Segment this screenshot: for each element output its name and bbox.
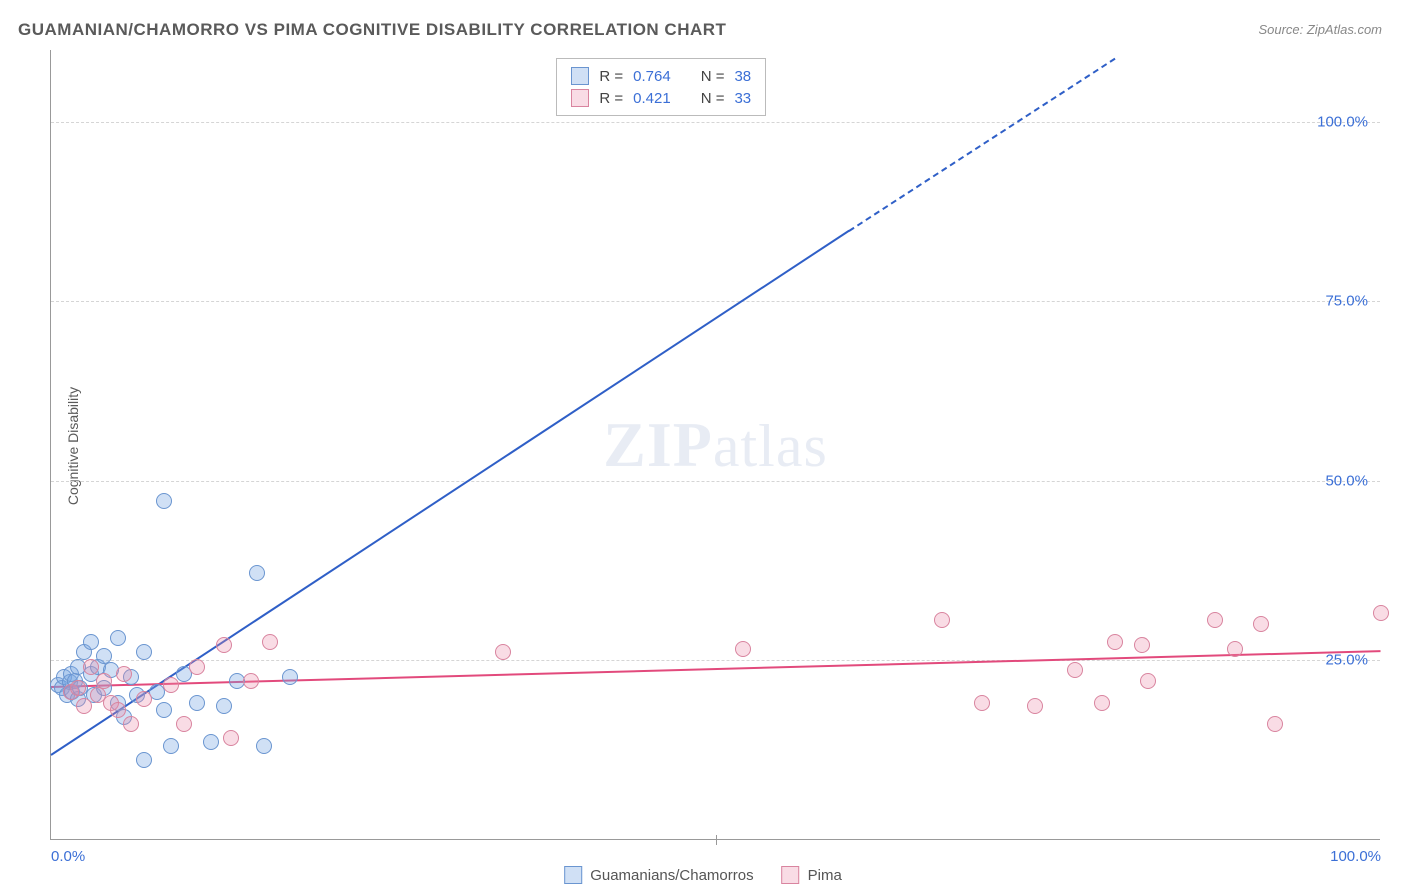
watermark-atlas: atlas	[713, 413, 828, 479]
stats-r-label: R =	[599, 90, 623, 107]
stats-n-label: N =	[701, 90, 725, 107]
data-point	[83, 634, 99, 650]
data-point	[243, 673, 259, 689]
stats-swatch	[571, 89, 589, 107]
grid-line	[51, 660, 1380, 661]
x-tick-mark	[716, 835, 717, 845]
legend-swatch	[782, 866, 800, 884]
stats-row: R = 0.764 N = 38	[571, 65, 751, 87]
stats-box: R = 0.764 N = 38 R = 0.421 N = 33	[556, 58, 766, 116]
data-point	[249, 565, 265, 581]
data-point	[156, 702, 172, 718]
legend-item: Guamanians/Chamorros	[564, 866, 753, 884]
stats-n-label: N =	[701, 68, 725, 85]
grid-line	[51, 481, 1380, 482]
chart-title: GUAMANIAN/CHAMORRO VS PIMA COGNITIVE DIS…	[18, 20, 726, 40]
data-point	[203, 734, 219, 750]
legend: Guamanians/Chamorros Pima	[564, 866, 842, 884]
stats-r-value: 0.764	[633, 68, 671, 85]
data-point	[934, 612, 950, 628]
data-point	[1207, 612, 1223, 628]
legend-swatch	[564, 866, 582, 884]
data-point	[1140, 673, 1156, 689]
data-point	[216, 637, 232, 653]
watermark-zip: ZIP	[603, 409, 713, 480]
data-point	[974, 695, 990, 711]
grid-line	[51, 301, 1380, 302]
y-tick-label: 50.0%	[1325, 472, 1368, 489]
legend-item: Pima	[782, 866, 842, 884]
data-point	[189, 695, 205, 711]
data-point	[123, 716, 139, 732]
y-tick-label: 75.0%	[1325, 293, 1368, 310]
x-tick-label: 0.0%	[51, 848, 85, 865]
data-point	[1027, 698, 1043, 714]
data-point	[110, 702, 126, 718]
data-point	[495, 644, 511, 660]
stats-n-value: 33	[734, 90, 751, 107]
y-tick-label: 100.0%	[1317, 113, 1368, 130]
stats-row: R = 0.421 N = 33	[571, 87, 751, 109]
data-point	[1267, 716, 1283, 732]
data-point	[76, 698, 92, 714]
data-point	[163, 677, 179, 693]
data-point	[1067, 662, 1083, 678]
stats-swatch	[571, 67, 589, 85]
data-point	[1094, 695, 1110, 711]
data-point	[223, 730, 239, 746]
stats-r-label: R =	[599, 68, 623, 85]
data-point	[735, 641, 751, 657]
data-point	[1373, 605, 1389, 621]
data-point	[116, 666, 132, 682]
data-point	[110, 630, 126, 646]
data-point	[83, 659, 99, 675]
stats-n-value: 38	[734, 68, 751, 85]
data-point	[189, 659, 205, 675]
data-point	[156, 493, 172, 509]
legend-label: Guamanians/Chamorros	[590, 867, 753, 884]
data-point	[163, 738, 179, 754]
data-point	[136, 644, 152, 660]
trend-line-dashed	[848, 57, 1115, 231]
y-tick-label: 25.0%	[1325, 652, 1368, 669]
data-point	[136, 752, 152, 768]
data-point	[96, 673, 112, 689]
watermark: ZIPatlas	[603, 408, 828, 482]
data-point	[1134, 637, 1150, 653]
data-point	[70, 680, 86, 696]
plot-area: ZIPatlas 25.0%50.0%75.0%100.0%0.0%100.0%…	[50, 50, 1380, 840]
data-point	[256, 738, 272, 754]
stats-r-value: 0.421	[633, 90, 671, 107]
data-point	[1253, 616, 1269, 632]
data-point	[176, 716, 192, 732]
data-point	[1227, 641, 1243, 657]
data-point	[1107, 634, 1123, 650]
data-point	[216, 698, 232, 714]
data-point	[282, 669, 298, 685]
source-attribution: Source: ZipAtlas.com	[1258, 22, 1382, 37]
grid-line	[51, 122, 1380, 123]
data-point	[262, 634, 278, 650]
data-point	[136, 691, 152, 707]
legend-label: Pima	[808, 867, 842, 884]
chart-container: GUAMANIAN/CHAMORRO VS PIMA COGNITIVE DIS…	[0, 0, 1406, 892]
x-tick-label: 100.0%	[1330, 848, 1381, 865]
